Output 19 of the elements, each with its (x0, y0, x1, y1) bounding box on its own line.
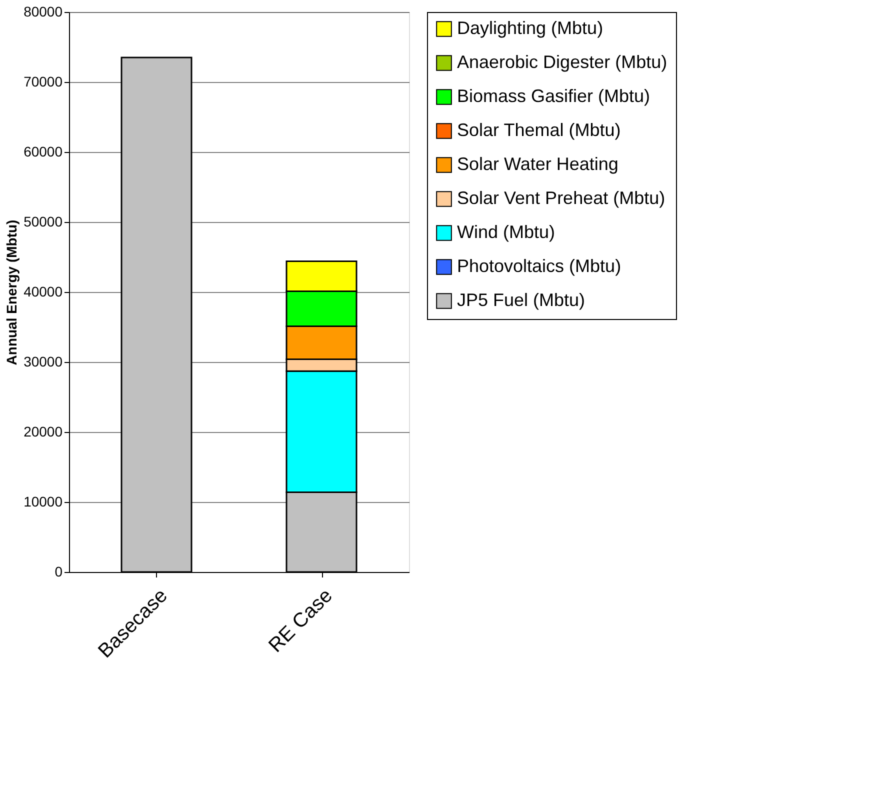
legend-label: Solar Themal (Mbtu) (457, 120, 621, 140)
y-tick-label: 80000 (24, 4, 63, 20)
legend-label: JP5 Fuel (Mbtu) (457, 290, 586, 310)
legend-label: Solar Water Heating (457, 154, 618, 174)
y-axis-title: Annual Energy (Mbtu) (4, 220, 20, 366)
y-tick-label: 0 (54, 564, 63, 580)
y-tick-label: 20000 (24, 424, 63, 440)
legend-label: Solar Vent Preheat (Mbtu) (457, 188, 666, 208)
y-tick-label: 10000 (24, 494, 63, 510)
y-tick-label: 70000 (24, 74, 63, 90)
legend-label: Biomass Gasifier (Mbtu) (457, 86, 650, 106)
y-tick-label: 60000 (24, 144, 63, 160)
legend-label: Anaerobic Digester (Mbtu) (457, 52, 668, 72)
legend-label: Daylighting (Mbtu) (457, 18, 604, 38)
y-tick-label: 50000 (24, 214, 63, 230)
y-tick-label: 30000 (24, 354, 63, 370)
legend-label: Wind (Mbtu) (457, 222, 556, 242)
legend-label: Photovoltaics (Mbtu) (457, 256, 622, 276)
y-tick-label: 40000 (24, 284, 63, 300)
